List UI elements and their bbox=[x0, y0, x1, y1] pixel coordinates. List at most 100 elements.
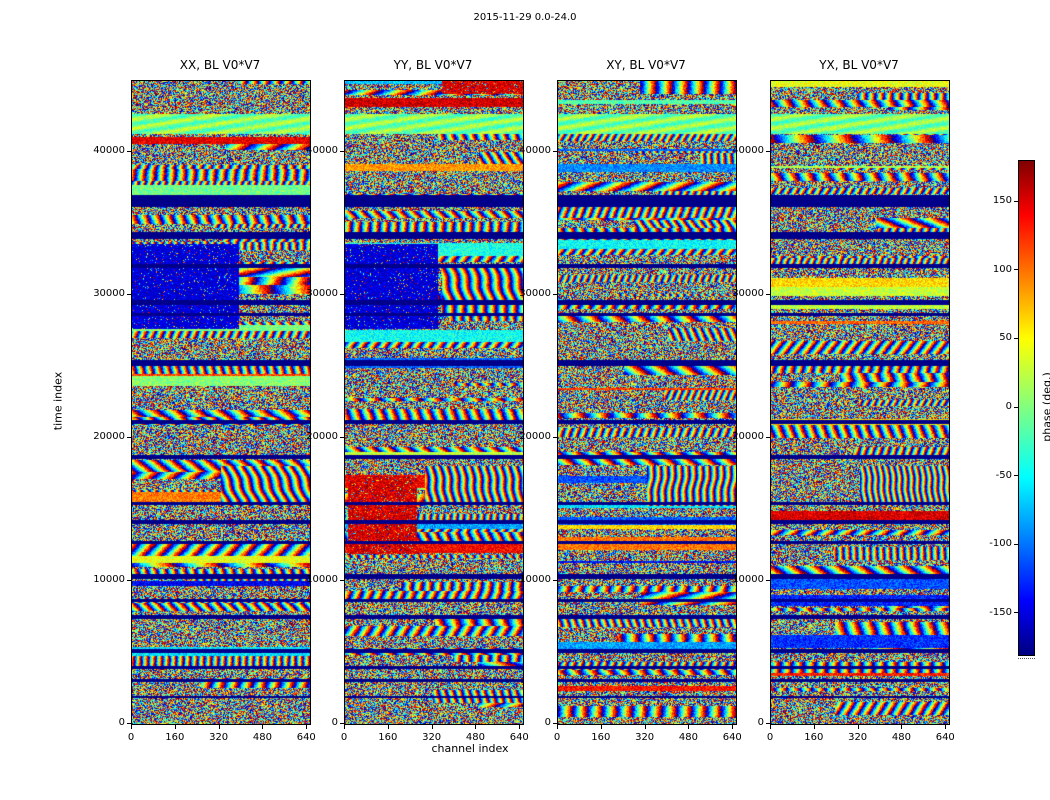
y-tick-mark bbox=[127, 579, 131, 581]
colorbar bbox=[1018, 160, 1035, 656]
y-tick-label: 30000 bbox=[519, 288, 551, 300]
x-tick-mark bbox=[770, 725, 771, 729]
y-tick-mark bbox=[766, 293, 770, 295]
y-tick-label: 40000 bbox=[519, 145, 551, 157]
x-tick-mark bbox=[131, 725, 132, 729]
x-tick-mark bbox=[174, 725, 176, 729]
x-tick-label: 160 bbox=[378, 732, 398, 743]
y-tick-label: 40000 bbox=[732, 145, 764, 157]
x-tick-label: 640 bbox=[509, 732, 529, 743]
y-tick-mark bbox=[766, 722, 770, 724]
x-tick-mark bbox=[262, 725, 264, 729]
x-tick-mark bbox=[557, 725, 558, 729]
subplot-title-yy: YY, BL V0*V7 bbox=[393, 58, 473, 72]
x-tick-label: 0 bbox=[553, 732, 561, 743]
x-tick-label: 480 bbox=[465, 732, 485, 743]
x-axis-label: channel index bbox=[431, 742, 509, 755]
y-tick-mark bbox=[340, 722, 344, 724]
y-tick-mark bbox=[127, 150, 131, 152]
y-axis-label: time index bbox=[51, 371, 65, 431]
x-tick-mark bbox=[688, 725, 690, 729]
x-tick-label: 320 bbox=[848, 732, 868, 743]
colorbar-tick-mark bbox=[1014, 269, 1018, 271]
colorbar-gradient bbox=[1019, 161, 1034, 655]
y-tick-label: 10000 bbox=[732, 574, 764, 586]
y-tick-mark bbox=[127, 293, 131, 295]
x-tick-label: 480 bbox=[252, 732, 272, 743]
y-tick-label: 0 bbox=[757, 717, 764, 728]
x-tick-mark bbox=[857, 725, 859, 729]
y-tick-mark bbox=[553, 150, 557, 152]
x-tick-label: 0 bbox=[127, 732, 135, 743]
subplot-yy bbox=[344, 80, 524, 725]
y-tick-label: 30000 bbox=[732, 288, 764, 300]
x-tick-label: 0 bbox=[340, 732, 348, 743]
subplot-xy bbox=[557, 80, 737, 725]
y-tick-mark bbox=[766, 579, 770, 581]
subplot-title-xy: XY, BL V0*V7 bbox=[606, 58, 686, 72]
colorbar-tick-mark bbox=[1014, 475, 1018, 477]
y-tick-label: 0 bbox=[544, 717, 551, 728]
x-tick-mark bbox=[431, 725, 433, 729]
y-tick-label: 0 bbox=[118, 717, 125, 728]
y-tick-label: 30000 bbox=[93, 288, 125, 300]
y-tick-mark bbox=[127, 722, 131, 724]
y-tick-mark bbox=[766, 150, 770, 152]
colorbar-tick-mark bbox=[1014, 406, 1018, 408]
colorbar-tick-mark bbox=[1014, 612, 1018, 614]
phase-heatmap-yy-canvas bbox=[345, 81, 523, 724]
colorbar-tick-label: 50 bbox=[999, 332, 1012, 344]
subplot-title-xx: XX, BL V0*V7 bbox=[179, 58, 261, 72]
x-tick-label: 480 bbox=[891, 732, 911, 743]
x-tick-label: 320 bbox=[209, 732, 229, 743]
phase-heatmap-yx-canvas bbox=[771, 81, 949, 724]
y-tick-mark bbox=[553, 293, 557, 295]
colorbar-tick-label: 0 bbox=[1005, 401, 1012, 412]
colorbar-label: phase (deg.) bbox=[1040, 372, 1050, 442]
y-tick-label: 10000 bbox=[306, 574, 338, 586]
x-tick-mark bbox=[519, 725, 521, 729]
x-tick-label: 320 bbox=[635, 732, 655, 743]
colorbar-extend-line bbox=[1018, 658, 1035, 659]
y-tick-mark bbox=[340, 293, 344, 295]
y-tick-label: 40000 bbox=[93, 145, 125, 157]
y-tick-label: 30000 bbox=[306, 288, 338, 300]
x-tick-mark bbox=[218, 725, 220, 729]
y-tick-mark bbox=[340, 150, 344, 152]
colorbar-tick-mark bbox=[1014, 543, 1018, 545]
x-tick-label: 640 bbox=[935, 732, 955, 743]
x-tick-label: 160 bbox=[591, 732, 611, 743]
x-tick-mark bbox=[306, 725, 308, 729]
y-tick-mark bbox=[553, 579, 557, 581]
y-tick-mark bbox=[766, 436, 770, 438]
y-tick-label: 10000 bbox=[93, 574, 125, 586]
x-tick-label: 160 bbox=[804, 732, 824, 743]
y-tick-label: 40000 bbox=[306, 145, 338, 157]
x-tick-mark bbox=[945, 725, 947, 729]
y-tick-mark bbox=[553, 436, 557, 438]
x-tick-mark bbox=[387, 725, 389, 729]
x-tick-mark bbox=[644, 725, 646, 729]
x-tick-label: 0 bbox=[766, 732, 774, 743]
y-tick-label: 20000 bbox=[732, 431, 764, 443]
colorbar-tick-label: -100 bbox=[989, 538, 1012, 550]
x-tick-mark bbox=[813, 725, 815, 729]
colorbar-tick-label: 100 bbox=[992, 263, 1012, 275]
subplot-xx bbox=[131, 80, 311, 725]
colorbar-tick-mark bbox=[1014, 337, 1018, 339]
x-tick-label: 160 bbox=[165, 732, 185, 743]
y-tick-label: 0 bbox=[331, 717, 338, 728]
x-tick-label: 480 bbox=[678, 732, 698, 743]
colorbar-tick-label: -150 bbox=[989, 606, 1012, 618]
x-tick-label: 640 bbox=[296, 732, 316, 743]
y-tick-label: 10000 bbox=[519, 574, 551, 586]
y-tick-label: 20000 bbox=[93, 431, 125, 443]
figure-title: 2015-11-29 0.0-24.0 bbox=[473, 12, 577, 23]
subplot-yx bbox=[770, 80, 950, 725]
y-tick-label: 20000 bbox=[306, 431, 338, 443]
x-tick-mark bbox=[600, 725, 602, 729]
y-tick-mark bbox=[340, 436, 344, 438]
y-tick-mark bbox=[553, 722, 557, 724]
y-tick-label: 20000 bbox=[519, 431, 551, 443]
